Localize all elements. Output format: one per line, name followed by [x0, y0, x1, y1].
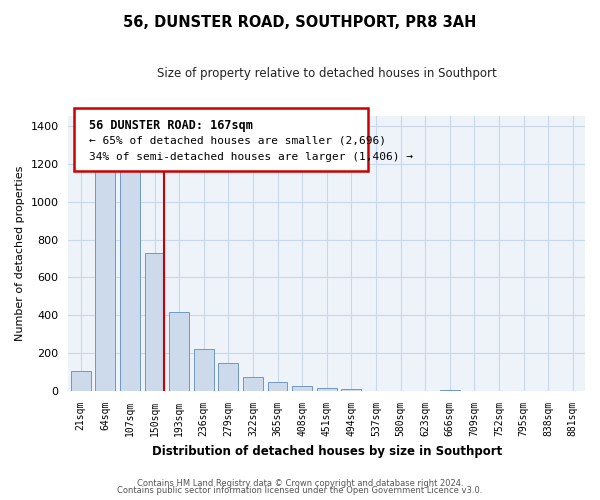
Bar	[145, 253, 164, 391]
Bar	[292, 386, 312, 391]
Bar	[268, 382, 287, 391]
Bar	[317, 388, 337, 391]
Text: 34% of semi-detached houses are larger (1,406) →: 34% of semi-detached houses are larger (…	[89, 152, 413, 162]
Text: 56 DUNSTER ROAD: 167sqm: 56 DUNSTER ROAD: 167sqm	[89, 119, 253, 132]
Text: Contains public sector information licensed under the Open Government Licence v3: Contains public sector information licen…	[118, 486, 482, 495]
Bar	[71, 371, 91, 391]
Text: Contains HM Land Registry data © Crown copyright and database right 2024.: Contains HM Land Registry data © Crown c…	[137, 478, 463, 488]
Text: 56, DUNSTER ROAD, SOUTHPORT, PR8 3AH: 56, DUNSTER ROAD, SOUTHPORT, PR8 3AH	[124, 15, 476, 30]
Text: ← 65% of detached houses are smaller (2,696): ← 65% of detached houses are smaller (2,…	[89, 136, 386, 145]
Bar	[194, 350, 214, 391]
Bar	[120, 172, 140, 391]
Bar	[243, 377, 263, 391]
Bar	[341, 388, 361, 391]
Bar	[218, 363, 238, 391]
Title: Size of property relative to detached houses in Southport: Size of property relative to detached ho…	[157, 68, 497, 80]
Bar	[440, 390, 460, 391]
FancyBboxPatch shape	[74, 108, 368, 172]
Y-axis label: Number of detached properties: Number of detached properties	[15, 166, 25, 342]
Bar	[95, 172, 115, 391]
X-axis label: Distribution of detached houses by size in Southport: Distribution of detached houses by size …	[152, 444, 502, 458]
Bar	[169, 312, 189, 391]
